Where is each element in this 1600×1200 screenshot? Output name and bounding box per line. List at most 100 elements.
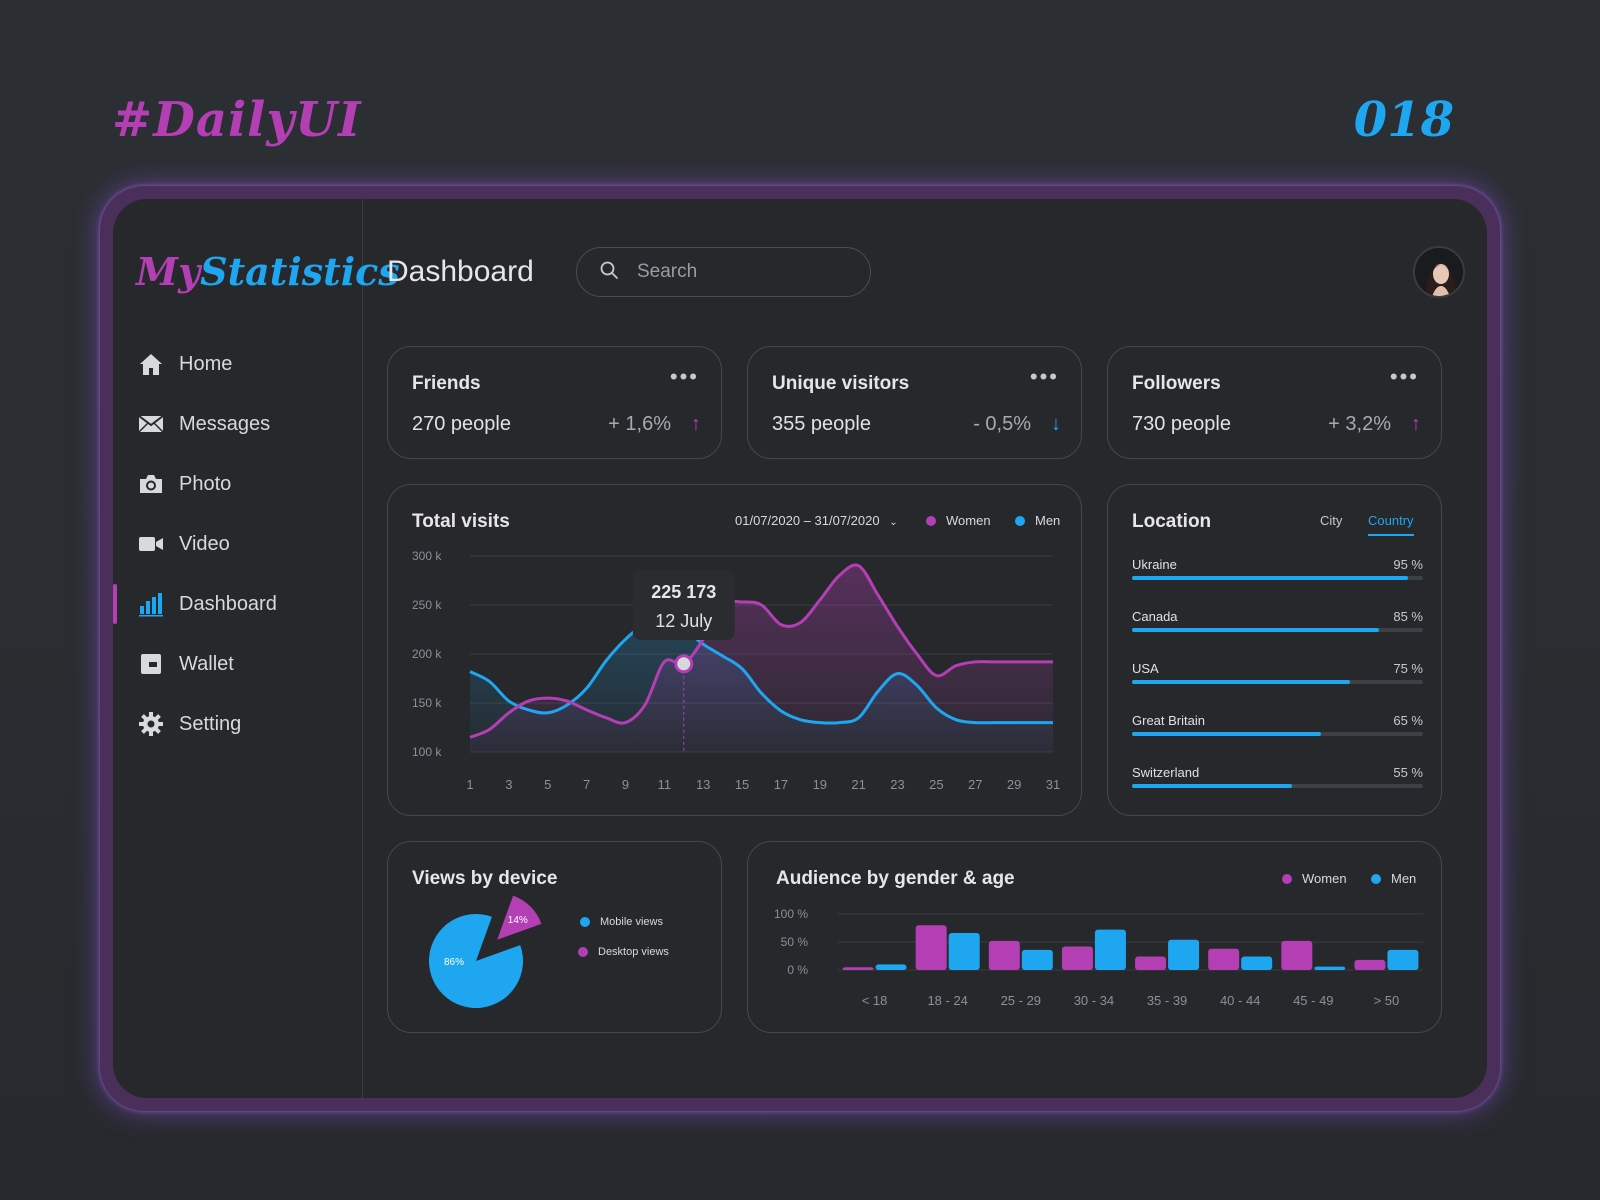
stat-value: 355 people	[772, 413, 871, 435]
stat-card-followers: Followers ••• 730 people + 3,2% ↑	[1107, 346, 1442, 459]
sidebar-item-photo[interactable]: Photo	[113, 454, 362, 514]
shot-number: 018	[1353, 92, 1454, 148]
legend-dot	[1282, 873, 1292, 884]
legend-label: Women	[946, 513, 991, 528]
y-tick-label: 250 k	[412, 598, 442, 612]
legend-label: Men	[1391, 871, 1417, 886]
y-tick-label: 300 k	[412, 549, 442, 563]
logo-my: My	[136, 249, 201, 294]
bar-men	[1094, 929, 1126, 970]
card-title: Total visits	[412, 511, 510, 532]
stat-card-unique-visitors: Unique visitors ••• 355 people - 0,5% ↓	[747, 346, 1082, 459]
series-line-women	[469, 563, 1053, 739]
location-row: USA 75 %	[1132, 661, 1423, 684]
x-tick-label: 9	[622, 777, 629, 792]
location-percent: 55 %	[1393, 765, 1423, 780]
progress-track	[1132, 576, 1423, 580]
stat-delta: - 0,5%	[973, 413, 1031, 435]
legend-men: Men	[1371, 871, 1416, 886]
tooltip-box	[632, 570, 735, 640]
legend-women: Women	[1282, 871, 1347, 886]
sidebar-item-video[interactable]: Video	[113, 514, 362, 574]
more-options-icon[interactable]: •••	[1029, 364, 1059, 389]
legend-label: Men	[1035, 513, 1061, 528]
more-options-icon[interactable]: •••	[1389, 364, 1419, 389]
sidebar-item-home[interactable]: Home	[113, 334, 362, 394]
pie-slice-desktop-views	[497, 895, 542, 940]
card-title: Location	[1132, 511, 1212, 532]
card-title: Views by device	[412, 868, 558, 889]
camera-icon	[137, 470, 165, 498]
search-box[interactable]	[576, 247, 871, 297]
stat-value: 270 people	[412, 413, 511, 435]
sidebar-item-label: Messages	[179, 412, 271, 435]
card-title: Audience by gender & age	[776, 868, 1015, 889]
tooltip-value: 225 173	[651, 582, 716, 602]
x-tick-label: 5	[544, 777, 551, 792]
x-tick-label: 7	[583, 777, 590, 792]
tab-country[interactable]: Country	[1368, 513, 1414, 536]
legend-dot	[926, 515, 936, 526]
legend-dot	[1015, 515, 1025, 526]
x-tick-label: 25	[929, 777, 943, 792]
location-percent: 65 %	[1393, 713, 1423, 728]
y-tick-label: 50 %	[781, 935, 809, 949]
page-title: Dashboard	[387, 255, 534, 288]
bar-men	[1021, 949, 1053, 970]
x-tick-label: 30 - 34	[1074, 993, 1114, 1008]
x-tick-label: 35 - 39	[1147, 993, 1187, 1008]
tab-city[interactable]: City	[1320, 513, 1343, 528]
x-tick-label: 25 - 29	[1001, 993, 1041, 1008]
x-tick-label: 29	[1007, 777, 1021, 792]
x-tick-label: 18 - 24	[927, 993, 967, 1008]
date-range-select[interactable]: 01/07/2020 – 31/07/2020 ⌄	[735, 513, 898, 528]
more-options-icon[interactable]: •••	[669, 364, 699, 389]
sidebar-item-dashboard[interactable]: Dashboard	[113, 574, 362, 634]
legend-dot	[580, 917, 590, 927]
avatar[interactable]	[1413, 246, 1465, 298]
tooltip-date: 12 July	[655, 611, 712, 631]
location-row: Canada 85 %	[1132, 609, 1423, 632]
location-card: Location City Country Ukraine 95 % Canada 8…	[1107, 484, 1442, 816]
bar-men	[875, 964, 907, 970]
x-tick-label: 13	[696, 777, 710, 792]
bar-women	[1354, 959, 1386, 970]
pie-slice-mobile-views	[429, 914, 523, 1008]
legend-label: Desktop views	[598, 946, 669, 958]
audience-bar-chart: 0 % 50 % 100 % < 18 18 - 24 25 - 29 30 - 34 35 …	[774, 907, 1423, 1008]
progress-fill	[1132, 732, 1322, 736]
series-area-women	[470, 564, 1053, 752]
x-tick-label: 21	[851, 777, 865, 792]
stat-title: Friends	[412, 373, 481, 394]
legend-label: Women	[1302, 871, 1347, 886]
logo-statistics: Statistics	[200, 249, 400, 294]
sidebar-item-wallet[interactable]: Wallet	[113, 634, 362, 694]
bar-women	[1208, 948, 1240, 970]
bar-men	[1168, 939, 1200, 970]
bar-women	[988, 940, 1020, 970]
bar-women	[1061, 946, 1093, 970]
y-tick-label: 200 k	[412, 647, 442, 661]
y-tick-label: 100 k	[412, 745, 442, 759]
sidebar-item-messages[interactable]: Messages	[113, 394, 362, 454]
search-input[interactable]	[637, 261, 857, 283]
x-tick-label: > 50	[1374, 993, 1400, 1008]
sidebar-item-setting[interactable]: Setting	[113, 694, 362, 754]
sidebar-item-label: Setting	[179, 712, 242, 735]
sidebar-item-label: Video	[179, 532, 230, 555]
video-icon	[137, 530, 165, 558]
stat-card-friends: Friends ••• 270 people + 1,6% ↑	[387, 346, 722, 459]
total-visits-card: Total visits 01/07/2020 – 31/07/2020 ⌄ W…	[387, 484, 1082, 816]
progress-track	[1132, 680, 1423, 684]
progress-track	[1132, 784, 1423, 788]
x-tick-label: 11	[658, 777, 672, 792]
app-logo[interactable]: MyStatistics	[136, 249, 400, 294]
views-by-device-card: Views by device 86% 14% Mobile views Desk…	[387, 841, 722, 1033]
stat-delta: + 1,6%	[608, 413, 671, 435]
audience-card: Audience by gender & age Women Men 0 % 50…	[747, 841, 1442, 1033]
stat-title: Unique visitors	[772, 373, 910, 394]
x-tick-label: 3	[505, 777, 512, 792]
wallet-icon	[137, 650, 165, 678]
tooltip: 225 173 12 July	[632, 570, 735, 640]
